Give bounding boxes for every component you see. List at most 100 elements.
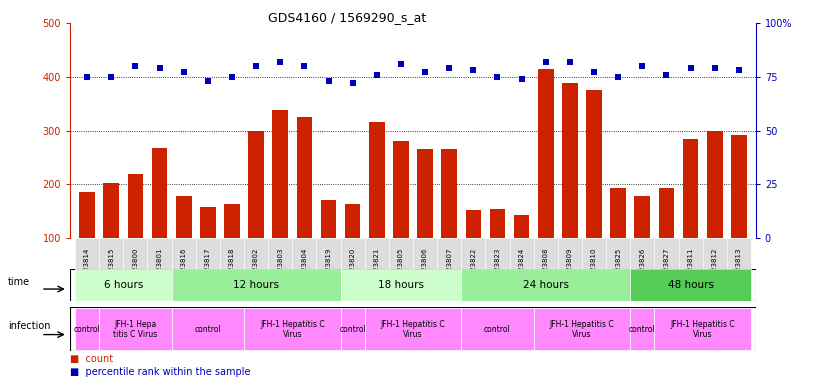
Bar	[461, 238, 486, 300]
Point	[419, 70, 432, 76]
Bar	[70, 307, 756, 351]
Bar	[586, 90, 602, 238]
Bar	[340, 238, 365, 300]
Bar	[176, 196, 192, 238]
Point	[202, 78, 215, 84]
Bar	[365, 308, 461, 351]
Bar	[678, 238, 703, 300]
Text: GSM523827: GSM523827	[663, 248, 669, 290]
Bar	[75, 270, 172, 301]
Text: GSM523817: GSM523817	[205, 248, 211, 290]
Bar	[461, 308, 534, 351]
Text: GSM523826: GSM523826	[639, 248, 645, 290]
Bar	[224, 204, 240, 238]
Point	[515, 76, 529, 82]
Text: JFH-1 Hepa
titis C Virus: JFH-1 Hepa titis C Virus	[113, 319, 158, 339]
Point	[80, 74, 93, 80]
Bar	[630, 308, 654, 351]
Bar	[172, 308, 244, 351]
Text: GSM523812: GSM523812	[712, 248, 718, 290]
Bar	[220, 238, 244, 300]
Text: GSM523810: GSM523810	[591, 248, 597, 290]
Bar	[707, 131, 723, 238]
Bar	[316, 238, 340, 300]
Point	[153, 65, 166, 71]
Bar	[582, 238, 606, 300]
Point	[636, 63, 649, 69]
Text: control: control	[339, 325, 366, 334]
Bar	[606, 238, 630, 300]
Text: GDS4160 / 1569290_s_at: GDS4160 / 1569290_s_at	[268, 12, 426, 25]
Bar	[249, 131, 264, 238]
Bar	[268, 238, 292, 300]
Point	[443, 65, 456, 71]
Bar	[99, 308, 172, 351]
Bar	[490, 209, 506, 238]
Point	[467, 67, 480, 73]
Point	[370, 71, 383, 78]
Bar	[103, 183, 119, 238]
Bar	[731, 135, 747, 238]
Point	[346, 80, 359, 86]
Point	[708, 65, 721, 71]
Bar	[152, 148, 168, 238]
Text: GSM523823: GSM523823	[495, 248, 501, 290]
Text: GSM523818: GSM523818	[229, 248, 235, 290]
Bar	[340, 270, 461, 301]
Bar	[630, 238, 654, 300]
Bar	[297, 117, 312, 238]
Text: JFH-1 Hepatitis C
Virus: JFH-1 Hepatitis C Virus	[671, 319, 735, 339]
Point	[129, 63, 142, 69]
Text: GSM523808: GSM523808	[543, 248, 548, 290]
Text: control: control	[629, 325, 656, 334]
Point	[105, 74, 118, 80]
Bar	[683, 139, 699, 238]
Text: GSM523801: GSM523801	[157, 248, 163, 290]
Bar	[630, 270, 751, 301]
Bar	[123, 238, 148, 300]
Bar	[413, 238, 437, 300]
Text: ■  percentile rank within the sample: ■ percentile rank within the sample	[70, 367, 251, 377]
Point	[394, 61, 407, 67]
Text: GSM523813: GSM523813	[736, 248, 742, 290]
Text: ■  count: ■ count	[70, 354, 113, 364]
Bar	[538, 69, 553, 238]
Bar	[244, 238, 268, 300]
Bar	[727, 238, 751, 300]
Text: JFH-1 Hepatitis C
Virus: JFH-1 Hepatitis C Virus	[260, 319, 325, 339]
Bar	[654, 308, 751, 351]
Text: JFH-1 Hepatitis C
Virus: JFH-1 Hepatitis C Virus	[381, 319, 445, 339]
Text: JFH-1 Hepatitis C
Virus: JFH-1 Hepatitis C Virus	[549, 319, 615, 339]
Point	[322, 78, 335, 84]
Bar	[79, 192, 95, 238]
Bar	[127, 174, 143, 238]
Text: time: time	[8, 277, 31, 287]
Bar	[273, 110, 288, 238]
Bar	[441, 149, 457, 238]
Point	[249, 63, 263, 69]
Bar	[562, 83, 577, 238]
Bar	[510, 238, 534, 300]
Bar	[486, 238, 510, 300]
Bar	[172, 238, 196, 300]
Text: GSM523811: GSM523811	[687, 248, 694, 290]
Text: GSM523807: GSM523807	[446, 248, 452, 290]
Text: 12 hours: 12 hours	[233, 280, 279, 290]
Bar	[75, 308, 99, 351]
Text: GSM523815: GSM523815	[108, 248, 114, 290]
Bar	[292, 238, 316, 300]
Point	[225, 74, 239, 80]
Bar	[437, 238, 461, 300]
Text: control: control	[484, 325, 510, 334]
Text: GSM523816: GSM523816	[181, 248, 187, 290]
Bar	[654, 238, 678, 300]
Bar	[344, 204, 360, 238]
Bar	[634, 196, 650, 238]
Point	[611, 74, 624, 80]
Bar	[172, 270, 340, 301]
Text: GSM523806: GSM523806	[422, 248, 428, 290]
Bar	[244, 308, 340, 351]
Text: control: control	[194, 325, 221, 334]
Bar	[393, 141, 409, 238]
Bar	[558, 238, 582, 300]
